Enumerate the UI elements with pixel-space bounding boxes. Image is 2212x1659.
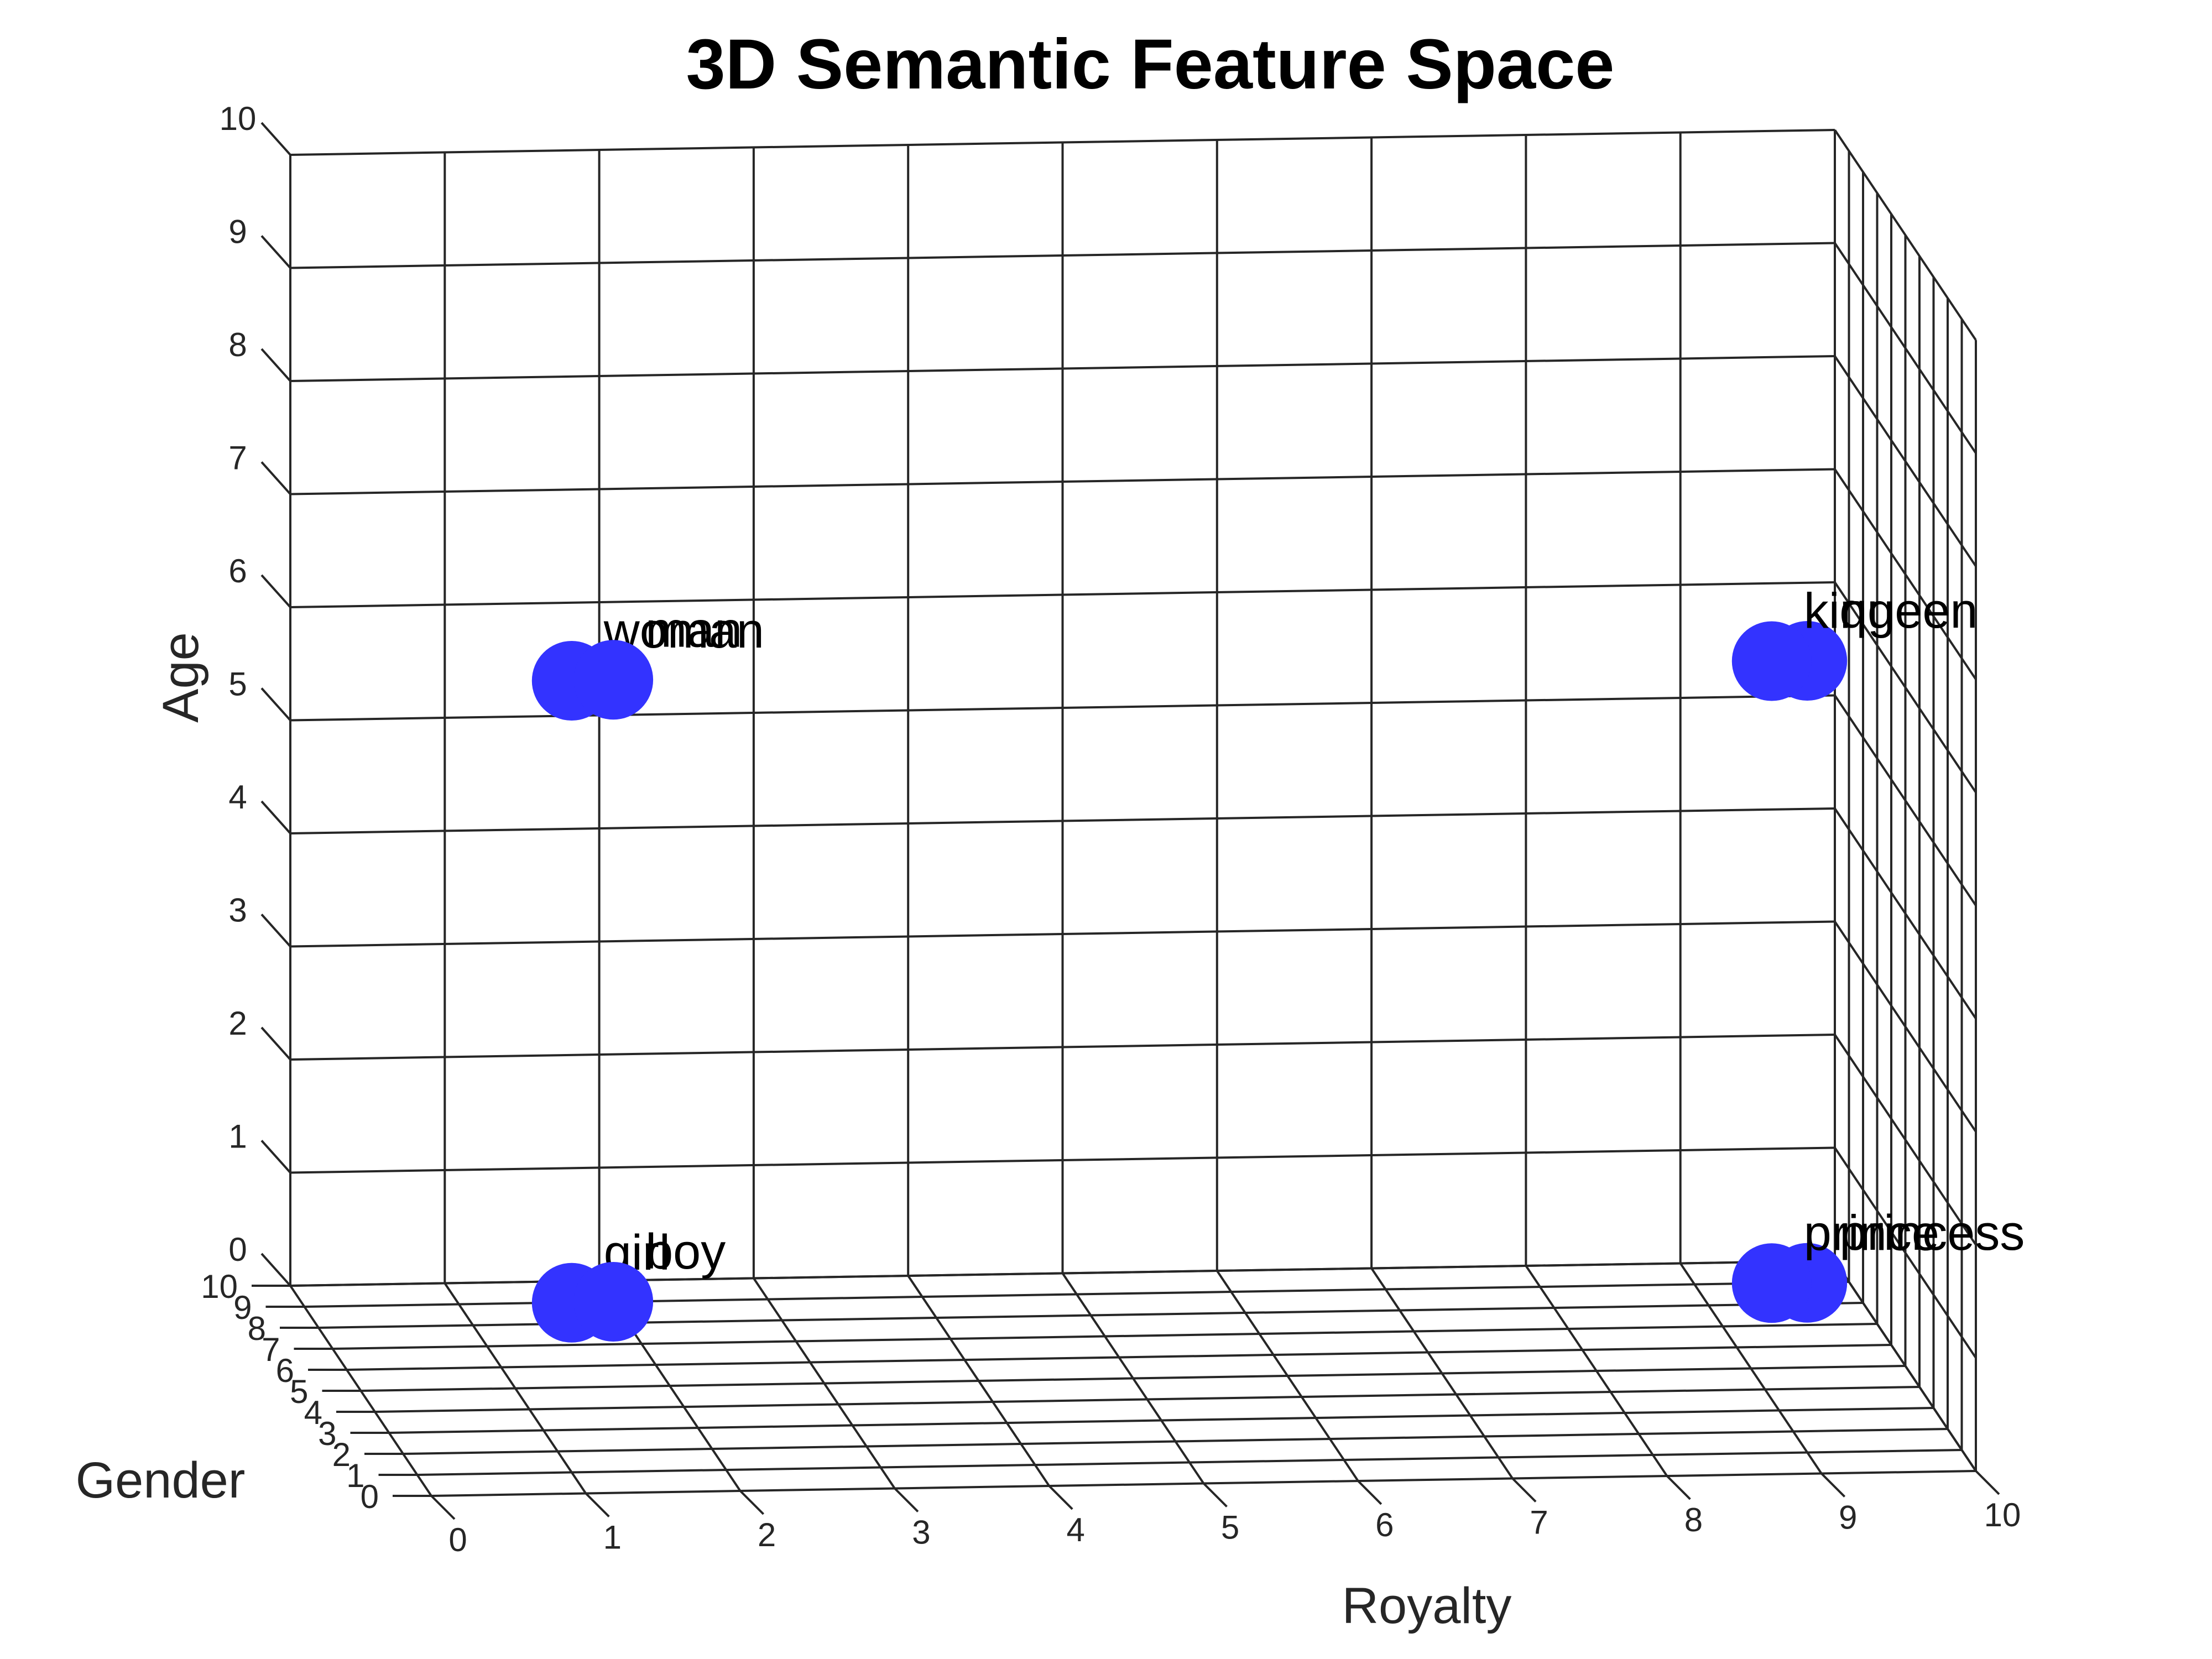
y-tick-label: 3: [318, 1415, 336, 1452]
grid-line-floor-y: [389, 1407, 1934, 1434]
z-tick-mark: [260, 348, 291, 382]
data-point-label: queen: [1839, 583, 1978, 639]
grid-line-back-z: [290, 355, 1835, 382]
x-tick-mark: [894, 1488, 919, 1512]
x-tick-label: 0: [448, 1521, 467, 1558]
x-tick-mark: [1203, 1483, 1228, 1507]
grid-line-side-z: [1834, 129, 1977, 341]
z-axis-label: Age: [153, 632, 209, 723]
x-tick-mark: [739, 1490, 765, 1515]
chart-title: 3D Semantic Feature Space: [686, 25, 1615, 104]
z-tick-label: 9: [228, 213, 247, 251]
x-tick-label: 9: [1839, 1499, 1857, 1536]
z-tick-label: 7: [228, 440, 247, 477]
x-tick-mark: [1511, 1478, 1537, 1503]
z-tick-label: 10: [220, 100, 257, 137]
y-tick-label: 8: [248, 1310, 266, 1347]
data-point-label: boy: [645, 1224, 726, 1280]
x-tick-label: 6: [1375, 1506, 1394, 1543]
z-tick-mark: [260, 914, 291, 947]
z-tick-mark: [260, 122, 291, 156]
x-tick-label: 5: [1221, 1509, 1239, 1546]
grid-line-back-z: [290, 468, 1835, 495]
grid-line-side-z: [1834, 242, 1977, 454]
x-axis-label: Royalty: [1342, 1578, 1512, 1634]
y-tick-label: 4: [304, 1394, 322, 1431]
data-point-label: princess: [1839, 1206, 2025, 1261]
data-point-king: [1731, 621, 1812, 701]
grid-line-side-z: [1834, 1147, 1977, 1359]
grid-line-back-z: [290, 581, 1835, 608]
z-tick-mark: [260, 800, 291, 834]
y-tick-label: 7: [262, 1331, 280, 1368]
data-point-label: man: [645, 602, 742, 658]
grid-line-floor-y: [417, 1449, 1962, 1476]
grid-line-floor-y: [403, 1428, 1948, 1455]
data-point-man: [573, 640, 654, 720]
grid-line-back-z: [290, 242, 1835, 269]
grid-line-back-z: [290, 1034, 1835, 1061]
x-tick-mark: [1048, 1485, 1073, 1510]
grid-line-back-z: [290, 694, 1835, 722]
z-tick-mark: [260, 235, 291, 269]
x-tick-label: 10: [1984, 1496, 2021, 1533]
z-tick-label: 6: [228, 552, 247, 589]
data-point-label: king: [1804, 584, 1895, 639]
data-point-prince: [1731, 1243, 1812, 1323]
grid-line-back-z: [290, 129, 1835, 156]
y-axis-label: Gender: [76, 1452, 246, 1509]
y-tick-label: 10: [201, 1268, 238, 1305]
y-tick-label: 9: [233, 1289, 252, 1326]
grid-line-floor-y: [374, 1386, 1920, 1413]
z-tick-label: 5: [228, 666, 247, 703]
grid-line-back-z: [290, 807, 1835, 834]
y-tick-label: 5: [290, 1373, 308, 1410]
x-tick-mark: [1820, 1473, 1846, 1498]
z-tick-label: 8: [228, 326, 247, 363]
z-tick-mark: [260, 574, 291, 608]
x-tick-label: 4: [1067, 1511, 1085, 1548]
z-tick-mark: [260, 1253, 291, 1287]
z-tick-mark: [260, 461, 291, 495]
x-tick-label: 8: [1684, 1501, 1703, 1538]
grid-line-side-z: [1834, 581, 1977, 794]
z-tick-label: 4: [228, 779, 247, 816]
grid-line-side-z: [1834, 468, 1977, 680]
y-tick-label: 1: [346, 1457, 364, 1494]
x-tick-label: 7: [1530, 1504, 1548, 1541]
z-tick-mark: [260, 1026, 291, 1061]
z-tick-mark: [260, 687, 291, 721]
y-tick-label: 6: [276, 1352, 294, 1389]
grid-line-side-z: [1834, 807, 1977, 1020]
grid-line-back-z: [290, 920, 1835, 948]
x-tick-label: 1: [603, 1519, 622, 1556]
grid-line-floor-y: [332, 1323, 1877, 1350]
z-tick-label: 0: [228, 1231, 247, 1268]
grid-line-side-z: [1834, 1034, 1977, 1246]
x-tick-mark: [1975, 1470, 2000, 1495]
grid-line-back-z: [290, 1146, 1835, 1174]
z-tick-label: 2: [228, 1005, 247, 1042]
data-point-label: prince: [1804, 1206, 1939, 1261]
grid-line-side-z: [1834, 355, 1977, 567]
grid-line-side-z: [1834, 695, 1977, 906]
grid-line-side-z: [1834, 921, 1977, 1133]
z-tick-label: 3: [228, 892, 247, 929]
x-tick-mark: [1666, 1475, 1691, 1500]
grid-line-floor-y: [361, 1365, 1906, 1392]
z-tick-mark: [260, 1140, 291, 1173]
y-tick-label: 2: [332, 1436, 351, 1473]
x-tick-mark: [430, 1495, 456, 1520]
x-tick-label: 2: [758, 1516, 776, 1553]
grid-line-floor-y: [346, 1344, 1892, 1371]
z-tick-label: 1: [228, 1118, 247, 1155]
data-point-boy: [573, 1262, 654, 1342]
x-tick-mark: [585, 1493, 610, 1517]
y-tick-label: 0: [361, 1478, 379, 1515]
x-tick-mark: [1357, 1480, 1383, 1505]
x-tick-label: 3: [912, 1514, 930, 1551]
